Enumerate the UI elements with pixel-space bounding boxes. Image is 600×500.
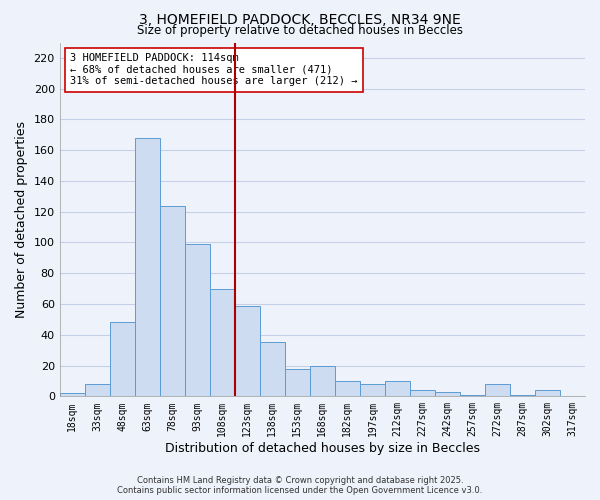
X-axis label: Distribution of detached houses by size in Beccles: Distribution of detached houses by size … — [165, 442, 480, 455]
Text: 3, HOMEFIELD PADDOCK, BECCLES, NR34 9NE: 3, HOMEFIELD PADDOCK, BECCLES, NR34 9NE — [139, 12, 461, 26]
Bar — [435, 392, 460, 396]
Bar — [59, 394, 85, 396]
Bar — [235, 306, 260, 396]
Bar — [335, 381, 360, 396]
Bar — [385, 381, 410, 396]
Bar — [485, 384, 510, 396]
Bar — [135, 138, 160, 396]
Bar — [185, 244, 210, 396]
Bar — [285, 368, 310, 396]
Bar — [85, 384, 110, 396]
Bar — [410, 390, 435, 396]
Bar — [210, 288, 235, 397]
Bar — [535, 390, 560, 396]
Text: 3 HOMEFIELD PADDOCK: 114sqm
← 68% of detached houses are smaller (471)
31% of se: 3 HOMEFIELD PADDOCK: 114sqm ← 68% of det… — [70, 53, 358, 86]
Bar — [160, 206, 185, 396]
Bar — [460, 395, 485, 396]
Text: Size of property relative to detached houses in Beccles: Size of property relative to detached ho… — [137, 24, 463, 37]
Bar — [310, 366, 335, 396]
Bar — [110, 322, 135, 396]
Bar — [360, 384, 385, 396]
Text: Contains HM Land Registry data © Crown copyright and database right 2025.
Contai: Contains HM Land Registry data © Crown c… — [118, 476, 482, 495]
Y-axis label: Number of detached properties: Number of detached properties — [15, 121, 28, 318]
Bar — [260, 342, 285, 396]
Bar — [510, 395, 535, 396]
